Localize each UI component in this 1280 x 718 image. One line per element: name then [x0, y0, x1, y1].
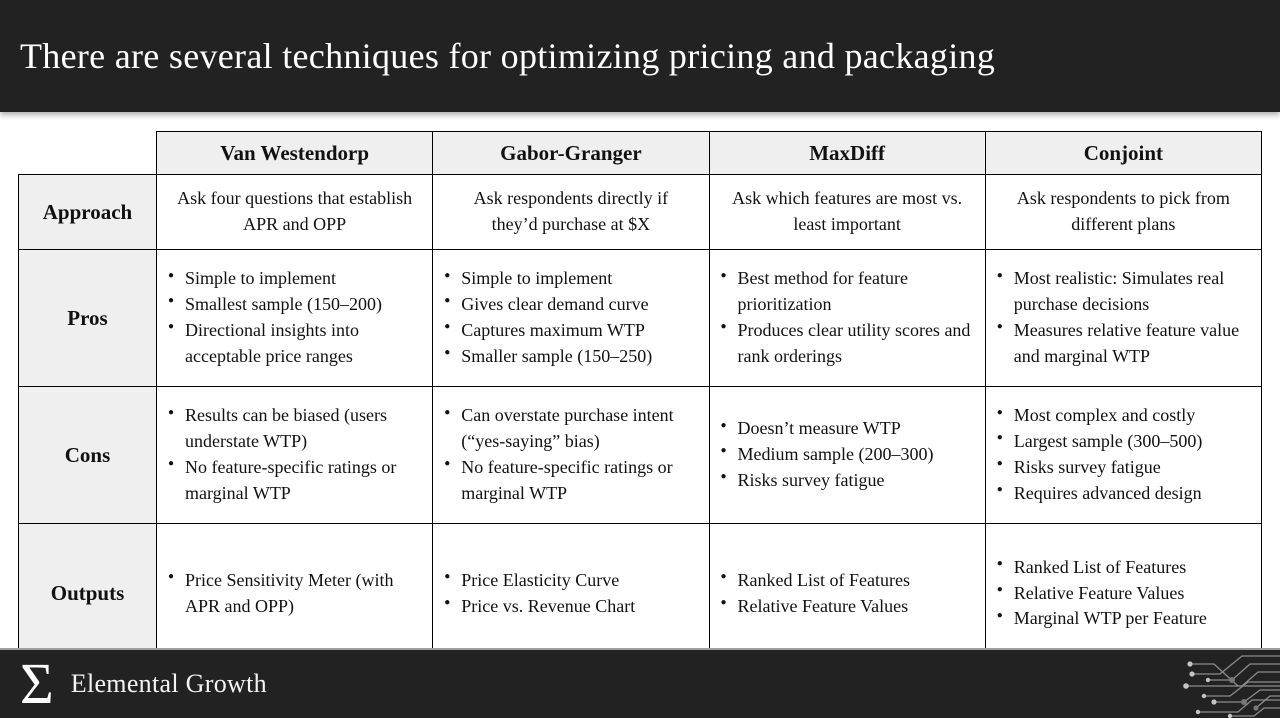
- bullet-item: Simple to implement: [443, 266, 702, 292]
- header-row: Van Westendorp Gabor-Granger MaxDiff Con…: [19, 131, 1263, 175]
- outputs-cell-van-westendorp: Price Sensitivity Meter (with APR and OP…: [155, 523, 434, 664]
- cons-cell-maxdiff: Doesn’t measure WTP Medium sample (200–3…: [708, 386, 986, 524]
- row-label-pros: Pros: [18, 249, 157, 387]
- slide-title: There are several techniques for optimiz…: [20, 36, 996, 76]
- bullet-list: Most complex and costly Largest sample (…: [996, 403, 1255, 507]
- bullet-item: Most realistic: Simulates real purchase …: [996, 266, 1255, 318]
- bullet-list: Price Elasticity Curve Price vs. Revenue…: [443, 568, 702, 620]
- bullet-item: Smallest sample (150–200): [167, 292, 426, 318]
- bullet-list: Results can be biased (users understate …: [167, 403, 426, 507]
- sigma-logo-icon: Σ: [20, 651, 54, 716]
- title-bar: There are several techniques for optimiz…: [0, 0, 1280, 112]
- bullet-item: Doesn’t measure WTP: [720, 416, 979, 442]
- bullet-item: Gives clear demand curve: [443, 292, 702, 318]
- bullet-item: Risks survey fatigue: [996, 455, 1255, 481]
- bullet-item: Relative Feature Values: [996, 581, 1255, 607]
- comparison-table: Van Westendorp Gabor-Granger MaxDiff Con…: [18, 131, 1263, 664]
- brand-name: Elemental Growth: [70, 669, 267, 698]
- bullet-item: Marginal WTP per Feature: [996, 606, 1255, 632]
- approach-cell-van-westendorp: Ask four questions that establish APR an…: [155, 174, 434, 250]
- row-label-approach: Approach: [18, 174, 157, 250]
- bullet-item: Most complex and costly: [996, 403, 1255, 429]
- bullet-list: Price Sensitivity Meter (with APR and OP…: [167, 568, 426, 620]
- bullet-item: Directional insights into acceptable pri…: [167, 318, 426, 370]
- bullet-item: Results can be biased (users understate …: [167, 403, 426, 455]
- bullet-item: No feature-specific ratings or marginal …: [443, 455, 702, 507]
- approach-row: Approach Ask four questions that establi…: [18, 174, 1263, 250]
- pros-cell-maxdiff: Best method for feature prioritization P…: [708, 249, 986, 387]
- cons-cell-gabor-granger: Can overstate purchase intent (“yes-sayi…: [432, 386, 710, 524]
- bullet-item: Can overstate purchase intent (“yes-sayi…: [443, 403, 702, 455]
- cons-cell-van-westendorp: Results can be biased (users understate …: [155, 386, 434, 524]
- bullet-item: Price vs. Revenue Chart: [443, 594, 702, 620]
- bullet-item: Price Sensitivity Meter (with APR and OP…: [167, 568, 426, 620]
- footer-bar: Σ Elemental Growth: [0, 648, 1280, 718]
- row-label-cons: Cons: [18, 386, 157, 524]
- row-label-outputs: Outputs: [18, 523, 157, 664]
- outputs-row: Outputs Price Sensitivity Meter (with AP…: [18, 523, 1263, 664]
- bullet-item: Captures maximum WTP: [443, 318, 702, 344]
- outputs-cell-conjoint: Ranked List of Features Relative Feature…: [984, 523, 1263, 664]
- cons-cell-conjoint: Most complex and costly Largest sample (…: [984, 386, 1263, 524]
- cons-row: Cons Results can be biased (users unders…: [18, 386, 1263, 524]
- bullet-item: Best method for feature prioritization: [720, 266, 979, 318]
- pros-cell-gabor-granger: Simple to implement Gives clear demand c…: [432, 249, 710, 387]
- bullet-list: Ranked List of Features Relative Feature…: [720, 568, 979, 620]
- corner-cell: [19, 132, 157, 175]
- pros-row: Pros Simple to implement Smallest sample…: [18, 249, 1263, 387]
- bullet-item: Largest sample (300–500): [996, 429, 1255, 455]
- approach-cell-maxdiff: Ask which features are most vs. least im…: [708, 174, 986, 250]
- bullet-item: Produces clear utility scores and rank o…: [720, 318, 979, 370]
- approach-cell-conjoint: Ask respondents to pick from different p…: [984, 174, 1263, 250]
- bullet-item: Measures relative feature value and marg…: [996, 318, 1255, 370]
- bullet-list: Ranked List of Features Relative Feature…: [996, 555, 1255, 633]
- pros-cell-conjoint: Most realistic: Simulates real purchase …: [984, 249, 1263, 387]
- bullet-item: Smaller sample (150–250): [443, 344, 702, 370]
- column-header-conjoint: Conjoint: [984, 131, 1263, 175]
- bullet-item: Requires advanced design: [996, 481, 1255, 507]
- bullet-item: Ranked List of Features: [996, 555, 1255, 581]
- bullet-list: Simple to implement Smallest sample (150…: [167, 266, 426, 370]
- bullet-item: Medium sample (200–300): [720, 442, 979, 468]
- bullet-item: No feature-specific ratings or marginal …: [167, 455, 426, 507]
- bullet-item: Price Elasticity Curve: [443, 568, 702, 594]
- bullet-item: Relative Feature Values: [720, 594, 979, 620]
- column-header-maxdiff: MaxDiff: [708, 131, 986, 175]
- bullet-list: Can overstate purchase intent (“yes-sayi…: [443, 403, 702, 507]
- column-header-van-westendorp: Van Westendorp: [155, 131, 434, 175]
- bullet-item: Ranked List of Features: [720, 568, 979, 594]
- bullet-list: Doesn’t measure WTP Medium sample (200–3…: [720, 416, 979, 494]
- bullet-list: Simple to implement Gives clear demand c…: [443, 266, 702, 370]
- outputs-cell-maxdiff: Ranked List of Features Relative Feature…: [708, 523, 986, 664]
- bullet-list: Best method for feature prioritization P…: [720, 266, 979, 370]
- outputs-cell-gabor-granger: Price Elasticity Curve Price vs. Revenue…: [432, 523, 710, 664]
- approach-cell-gabor-granger: Ask respondents directly if they’d purch…: [432, 174, 710, 250]
- bullet-list: Most realistic: Simulates real purchase …: [996, 266, 1255, 370]
- bullet-item: Simple to implement: [167, 266, 426, 292]
- bullet-item: Risks survey fatigue: [720, 468, 979, 494]
- column-header-gabor-granger: Gabor-Granger: [432, 131, 710, 175]
- pros-cell-van-westendorp: Simple to implement Smallest sample (150…: [155, 249, 434, 387]
- circuit-pattern-icon: [1183, 655, 1280, 718]
